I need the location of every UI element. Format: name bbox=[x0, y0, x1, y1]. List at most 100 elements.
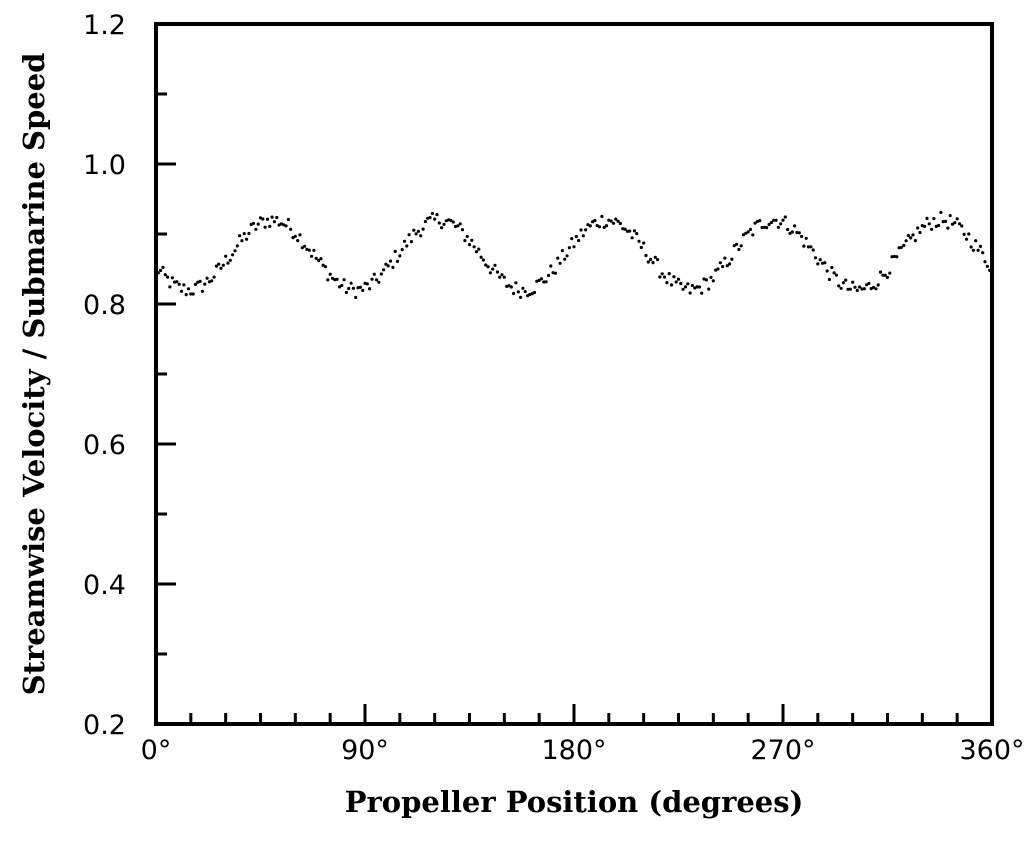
data-point bbox=[988, 268, 992, 272]
x-tick-label: 90° bbox=[341, 735, 389, 766]
data-point bbox=[516, 290, 520, 294]
data-point bbox=[170, 276, 174, 280]
data-point bbox=[809, 245, 813, 249]
data-point bbox=[310, 254, 314, 258]
data-point bbox=[433, 217, 437, 221]
data-point bbox=[667, 272, 671, 276]
data-point bbox=[651, 261, 655, 265]
data-point bbox=[409, 240, 413, 244]
data-point bbox=[760, 225, 764, 230]
data-point bbox=[874, 287, 878, 291]
data-point bbox=[254, 227, 258, 231]
data-point bbox=[946, 226, 950, 230]
data-point bbox=[653, 255, 657, 259]
data-point bbox=[663, 275, 667, 279]
data-point bbox=[546, 273, 551, 278]
data-point bbox=[941, 220, 945, 224]
data-point bbox=[477, 247, 481, 251]
data-point bbox=[683, 285, 688, 289]
y-tick-label: 0.4 bbox=[83, 570, 126, 601]
data-point bbox=[251, 221, 256, 225]
data-point bbox=[342, 278, 346, 282]
data-point bbox=[307, 248, 311, 252]
data-point bbox=[646, 260, 650, 264]
data-point bbox=[184, 293, 188, 297]
data-point bbox=[437, 221, 441, 225]
data-point bbox=[395, 259, 400, 263]
data-point bbox=[800, 234, 804, 238]
data-point bbox=[193, 282, 198, 286]
data-point bbox=[393, 249, 397, 253]
data-point bbox=[340, 283, 344, 288]
data-point bbox=[377, 280, 381, 284]
data-point bbox=[911, 233, 915, 237]
data-point bbox=[435, 213, 439, 217]
data-point bbox=[723, 256, 727, 260]
data-point bbox=[697, 285, 702, 289]
x-tick-label: 270° bbox=[750, 735, 815, 766]
data-point bbox=[203, 282, 207, 286]
data-point bbox=[904, 239, 908, 243]
data-point bbox=[774, 218, 778, 222]
data-point bbox=[906, 234, 911, 238]
x-tick-label: 360° bbox=[959, 735, 1024, 766]
data-series bbox=[154, 210, 994, 300]
data-point bbox=[772, 218, 776, 222]
data-point bbox=[981, 251, 985, 255]
data-point bbox=[375, 278, 379, 282]
data-point bbox=[813, 256, 818, 260]
data-point bbox=[440, 226, 444, 230]
data-point bbox=[669, 283, 674, 287]
data-point bbox=[865, 283, 869, 287]
data-point bbox=[272, 220, 276, 224]
data-point bbox=[751, 233, 755, 237]
data-point bbox=[159, 268, 163, 273]
data-point bbox=[416, 229, 420, 233]
y-tick-label: 1.0 bbox=[83, 150, 126, 181]
data-point bbox=[414, 232, 418, 236]
data-point bbox=[632, 229, 637, 233]
data-point bbox=[607, 218, 611, 222]
data-point bbox=[558, 261, 562, 265]
data-point bbox=[565, 254, 569, 258]
plot-frame bbox=[154, 22, 994, 726]
data-point bbox=[846, 287, 850, 291]
data-point bbox=[356, 286, 360, 290]
data-point bbox=[305, 247, 309, 251]
data-point bbox=[198, 279, 202, 283]
data-point bbox=[630, 236, 634, 240]
data-point bbox=[300, 246, 304, 250]
data-point bbox=[918, 230, 922, 235]
data-point bbox=[765, 226, 769, 230]
data-point bbox=[570, 237, 574, 241]
data-point bbox=[563, 257, 567, 261]
data-point bbox=[672, 275, 676, 279]
data-point bbox=[744, 231, 748, 235]
data-point bbox=[458, 222, 462, 226]
data-point bbox=[328, 272, 332, 276]
data-point bbox=[189, 292, 193, 296]
data-point bbox=[233, 249, 237, 253]
data-point bbox=[423, 219, 427, 224]
data-point bbox=[465, 234, 469, 238]
data-point bbox=[221, 263, 225, 267]
data-point bbox=[990, 264, 994, 268]
data-point bbox=[456, 224, 460, 228]
data-point bbox=[702, 277, 706, 281]
plot-area bbox=[154, 22, 994, 726]
data-point bbox=[451, 220, 455, 224]
data-point bbox=[560, 249, 565, 253]
data-point bbox=[709, 275, 713, 279]
data-point bbox=[421, 227, 425, 231]
data-point bbox=[862, 287, 866, 291]
data-point bbox=[549, 264, 553, 268]
data-point bbox=[296, 239, 300, 243]
data-point bbox=[876, 283, 880, 287]
data-point bbox=[978, 244, 983, 248]
data-point bbox=[753, 221, 757, 225]
data-point bbox=[400, 248, 404, 252]
data-point bbox=[335, 277, 339, 281]
data-point bbox=[319, 257, 323, 261]
data-point bbox=[314, 256, 318, 260]
data-point bbox=[674, 280, 678, 284]
